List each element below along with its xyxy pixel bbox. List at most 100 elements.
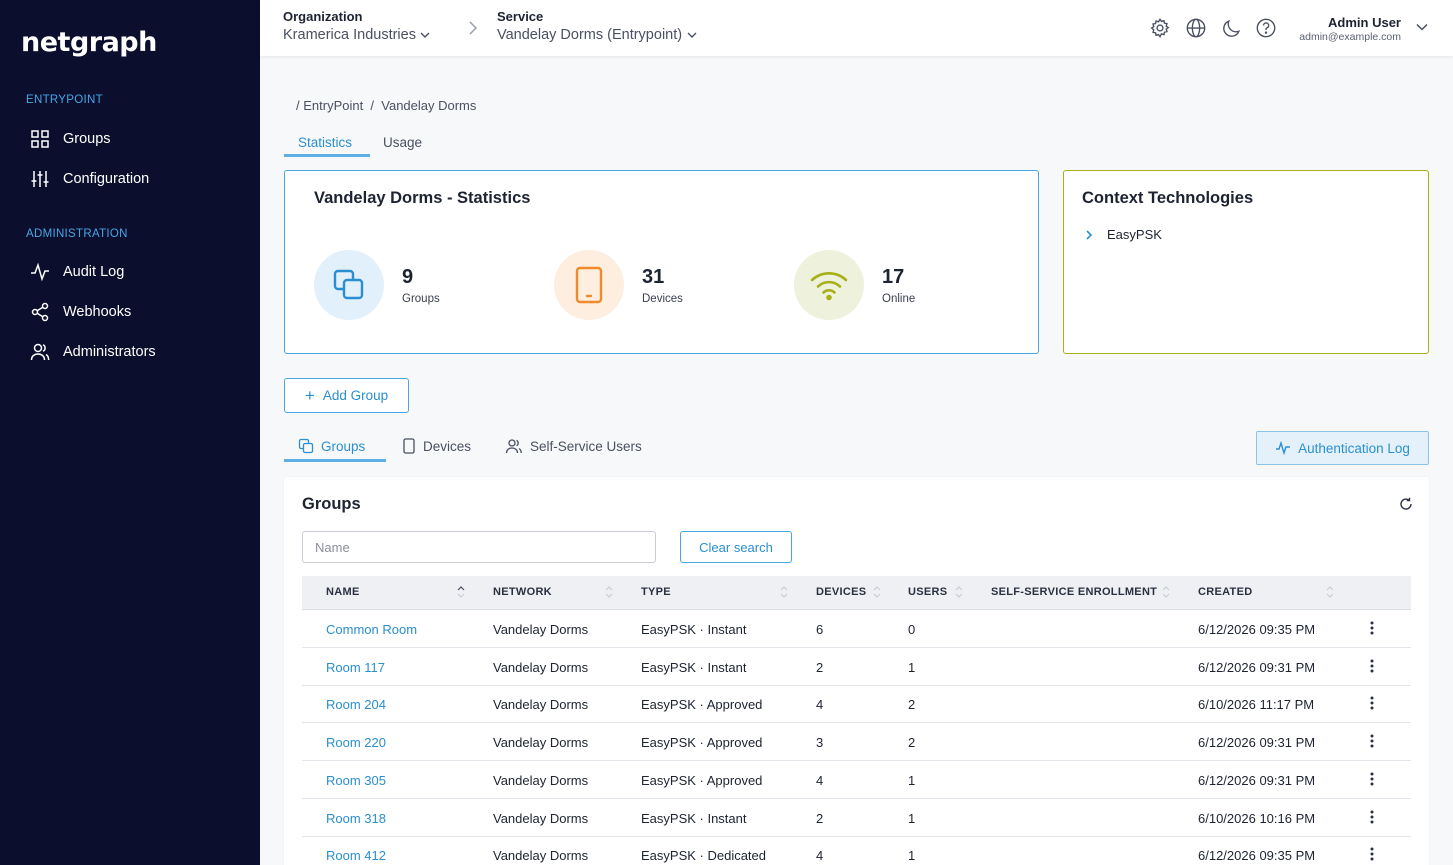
group-created-date: 6/12/2026 09:31 PM <box>1198 659 1316 675</box>
group-created-date: 6/12/2026 09:31 PM <box>1198 735 1316 751</box>
stat-online: 17 Online <box>794 250 915 320</box>
row-actions-menu-icon[interactable] <box>1368 771 1376 787</box>
sidebar-item-label: Audit Log <box>63 264 125 280</box>
sidebar-item-label: Configuration <box>63 171 150 187</box>
sidebar-item-label: Groups <box>63 131 111 147</box>
column-header-type[interactable]: TYPE <box>641 586 671 598</box>
sliders-icon <box>30 169 50 189</box>
group-type: EasyPSK · Instant <box>641 659 747 675</box>
row-actions-menu-icon[interactable] <box>1368 846 1376 862</box>
table-row: Room 412 Vandelay Dorms EasyPSK · Dedicate… <box>302 836 1411 865</box>
stat-groups: 9 Groups <box>314 250 440 320</box>
authentication-log-button[interactable]: Authentication Log <box>1256 431 1429 465</box>
organization-label: Organization <box>283 9 363 24</box>
row-actions-menu-icon[interactable] <box>1368 733 1376 749</box>
table-row: Common Room Vandelay Dorms EasyPSK · Insta… <box>302 610 1411 648</box>
service-label: Service <box>497 9 544 24</box>
service-selector[interactable]: Service Vandelay Dorms (Entrypoint) <box>497 9 699 43</box>
tablet-icon <box>403 438 415 454</box>
subtab-self-service-users[interactable]: Self-Service Users <box>505 438 642 454</box>
row-actions-menu-icon[interactable] <box>1368 809 1376 825</box>
column-header-name[interactable]: NAME <box>326 586 360 598</box>
group-name-link[interactable]: Room 305 <box>326 772 386 788</box>
sort-icon[interactable] <box>780 585 788 599</box>
sidebar-item-label: Webhooks <box>63 304 132 320</box>
service-dropdown[interactable]: Vandelay Dorms (Entrypoint) <box>497 27 699 43</box>
group-network: Vandelay Dorms <box>493 772 589 788</box>
user-email: admin@example.com <box>1299 31 1401 43</box>
grid-icon <box>30 129 50 149</box>
group-devices-count: 3 <box>816 735 824 751</box>
organization-value: Kramerica Industries <box>283 27 416 43</box>
settings-icon[interactable] <box>1149 17 1171 39</box>
clear-search-button[interactable]: Clear search <box>680 531 792 563</box>
stat-devices-value: 31 <box>642 265 665 288</box>
column-header-created[interactable]: CREATED <box>1198 586 1253 598</box>
organization-dropdown[interactable]: Kramerica Industries <box>283 27 431 43</box>
user-menu-chevron-icon[interactable] <box>1415 20 1429 34</box>
column-header-self-service-enrollment[interactable]: SELF-SERVICE ENROLLMENT <box>991 586 1158 598</box>
organization-selector[interactable]: Organization Kramerica Industries <box>283 9 431 43</box>
sort-icon[interactable] <box>457 585 465 599</box>
context-item-easypsk[interactable]: EasyPSK <box>1084 227 1162 242</box>
group-devices-count: 4 <box>816 848 824 864</box>
help-icon[interactable] <box>1255 17 1277 39</box>
sort-icon[interactable] <box>955 585 963 599</box>
subtab-devices[interactable]: Devices <box>402 438 471 454</box>
group-network: Vandelay Dorms <box>493 697 589 713</box>
sidebar-item-label: Administrators <box>63 344 156 360</box>
group-name-link[interactable]: Room 117 <box>326 659 386 675</box>
sidebar-section-administration: ADMINISTRATION <box>26 228 128 240</box>
row-actions-menu-icon[interactable] <box>1368 620 1376 636</box>
groups-table-card: Groups Clear search NAME NETWORK TYPE DE… <box>284 477 1429 865</box>
group-network: Vandelay Dorms <box>493 659 589 675</box>
sort-icon[interactable] <box>873 585 881 599</box>
row-actions-menu-icon[interactable] <box>1368 658 1376 674</box>
topbar: Organization Kramerica Industries Servic… <box>260 0 1453 56</box>
stat-groups-value: 9 <box>402 265 414 288</box>
group-devices-count: 2 <box>816 810 824 826</box>
group-created-date: 6/12/2026 09:35 PM <box>1198 848 1316 864</box>
table-header: NAME NETWORK TYPE DEVICES USERS SELF-SER… <box>302 576 1411 610</box>
tab-usage[interactable]: Usage <box>383 135 423 150</box>
column-header-devices[interactable]: DEVICES <box>816 586 867 598</box>
authentication-log-label: Authentication Log <box>1298 440 1410 456</box>
column-header-network[interactable]: NETWORK <box>493 586 552 598</box>
subtab-devices-label: Devices <box>423 438 472 454</box>
sidebar-item-groups[interactable]: Groups <box>30 127 111 151</box>
group-users-count: 0 <box>908 622 916 637</box>
groups-table-title: Groups <box>302 495 361 513</box>
group-name-search-input[interactable] <box>302 531 656 563</box>
breadcrumb[interactable]: / EntryPoint / Vandelay Dorms <box>296 98 477 113</box>
statistics-card-title: Vandelay Dorms - Statistics <box>314 189 531 207</box>
stat-devices: 31 Devices <box>554 250 683 320</box>
refresh-icon[interactable] <box>1399 497 1413 511</box>
sidebar-item-administrators[interactable]: Administrators <box>30 340 156 364</box>
add-group-button[interactable]: + Add Group <box>284 378 409 413</box>
sort-icon[interactable] <box>1326 585 1334 599</box>
column-header-users[interactable]: USERS <box>908 586 948 598</box>
subtab-groups[interactable]: Groups <box>298 438 365 454</box>
table-row: Room 318 Vandelay Dorms EasyPSK · Instant 2… <box>302 799 1411 837</box>
sidebar-item-webhooks[interactable]: Webhooks <box>30 300 131 324</box>
sidebar-item-audit-log[interactable]: Audit Log <box>30 260 124 284</box>
row-actions-menu-icon[interactable] <box>1368 695 1376 711</box>
group-name-link[interactable]: Common Room <box>326 622 418 637</box>
moon-icon[interactable] <box>1221 17 1243 39</box>
sidebar-item-configuration[interactable]: Configuration <box>30 167 149 191</box>
context-card-title: Context Technologies <box>1082 189 1254 207</box>
sort-icon[interactable] <box>1162 585 1170 599</box>
netgraph-logo[interactable]: netgraph <box>21 27 157 58</box>
group-name-link[interactable]: Room 318 <box>326 810 386 826</box>
tab-statistics[interactable]: Statistics <box>298 135 353 150</box>
group-name-link[interactable]: Room 220 <box>326 735 386 751</box>
group-name-link[interactable]: Room 412 <box>326 848 386 864</box>
group-network: Vandelay Dorms <box>493 810 589 826</box>
table-row: Room 204 Vandelay Dorms EasyPSK · Approved… <box>302 685 1411 724</box>
group-type: EasyPSK · Instant <box>641 622 747 637</box>
copy-icon <box>314 250 384 320</box>
globe-icon[interactable] <box>1185 17 1207 39</box>
group-name-link[interactable]: Room 204 <box>326 697 386 713</box>
sort-icon[interactable] <box>605 585 613 599</box>
service-value: Vandelay Dorms (Entrypoint) <box>497 27 683 43</box>
